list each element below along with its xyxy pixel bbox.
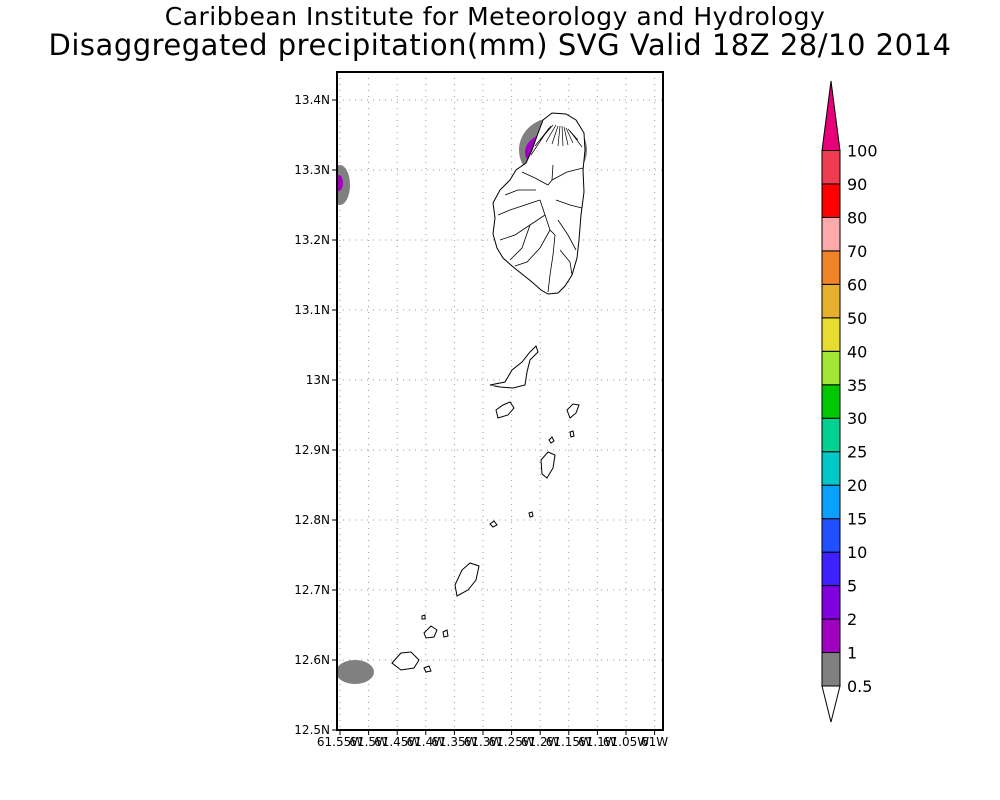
lat-tick-label: 12.5N xyxy=(294,723,330,737)
lat-tick-label: 12.9N xyxy=(294,443,330,457)
longitude-axis: 61.55W61.5W61.45W61.4W61.35W61.3W61.25W6… xyxy=(317,730,668,749)
st-vincent-north-contours xyxy=(530,124,583,156)
map-area xyxy=(337,112,587,684)
lat-tick-label: 12.6N xyxy=(294,653,330,667)
lat-tick-label: 13.4N xyxy=(294,93,330,107)
colorbar-label: 2 xyxy=(847,610,857,629)
colorbar-label: 60 xyxy=(847,275,867,294)
precip-gray-northwest xyxy=(337,165,350,205)
colorbar-segment xyxy=(821,652,841,687)
colorbar-segment xyxy=(821,250,841,285)
lon-tick-label: 61.3W xyxy=(464,735,503,749)
colorbar-segment xyxy=(821,317,841,352)
colorbar-segment xyxy=(821,551,841,587)
colorbar-label: 90 xyxy=(847,175,867,194)
colorbar-segment xyxy=(821,149,841,185)
colorbar-label: 0.5 xyxy=(847,677,872,696)
lon-tick-label: 61.2W xyxy=(521,735,560,749)
colorbar-segment xyxy=(821,618,841,654)
precip-purple-northwest xyxy=(337,175,343,191)
colorbar-under-triangle xyxy=(821,685,841,723)
lat-tick-label: 13N xyxy=(306,373,330,387)
colorbar-segment xyxy=(821,283,841,319)
lat-tick-label: 12.8N xyxy=(294,513,330,527)
colorbar-segment xyxy=(821,183,841,218)
colorbar-label: 40 xyxy=(847,342,867,361)
map-frame xyxy=(336,71,664,731)
lon-tick-label: 61.5W xyxy=(349,735,388,749)
colorbar-segment xyxy=(821,585,841,620)
lon-tick-label: 61.1W xyxy=(578,735,617,749)
colorbar-segment xyxy=(821,384,841,419)
colorbar-label: 70 xyxy=(847,242,867,261)
colorbar-segment xyxy=(821,216,841,252)
colorbar-label: 50 xyxy=(847,309,867,328)
colorbar-label: 80 xyxy=(847,208,867,227)
colorbar-label: 30 xyxy=(847,409,867,428)
st-vincent-rivers xyxy=(497,164,584,293)
colorbar-over-triangle xyxy=(821,80,841,151)
lon-tick-label: 61.4W xyxy=(407,735,446,749)
map-gridlines xyxy=(337,72,663,730)
colorbar-segment xyxy=(821,350,841,386)
lat-tick-label: 13.1N xyxy=(294,303,330,317)
colorbar-label: 15 xyxy=(847,510,867,529)
colorbar-label: 100 xyxy=(847,141,878,160)
colorbar-label: 25 xyxy=(847,443,867,462)
lon-tick-label: 61.55W xyxy=(317,735,363,749)
lon-tick-label: 61.45W xyxy=(374,735,420,749)
colorbar-label: 35 xyxy=(847,376,867,395)
colorbar-segment xyxy=(821,518,841,553)
page-subtitle: Disaggregated precipitation(mm) SVG Vali… xyxy=(48,28,952,62)
colorbar-label: 10 xyxy=(847,543,867,562)
colorbar-segment xyxy=(821,417,841,453)
lat-tick-label: 12.7N xyxy=(294,583,330,597)
lon-tick-label: 61W xyxy=(641,735,668,749)
lat-tick-label: 13.2N xyxy=(294,233,330,247)
colorbar-label: 1 xyxy=(847,644,857,663)
grenadines-islands xyxy=(391,345,580,673)
colorbar-segment xyxy=(821,451,841,486)
precip-gray-southwest xyxy=(337,660,374,684)
lon-tick-label: 61.25W xyxy=(488,735,534,749)
st-vincent-island xyxy=(492,112,586,295)
lat-tick-label: 13.3N xyxy=(294,163,330,177)
lon-tick-label: 61.15W xyxy=(546,735,592,749)
latitude-axis: 13.4N 13.3N 13.2N 13.1N 13N 12.9N 12.8N 12.7N 12… xyxy=(294,93,337,737)
colorbar-label: 20 xyxy=(847,476,867,495)
colorbar-segment xyxy=(821,484,841,520)
colorbar-label: 5 xyxy=(847,577,857,596)
lon-tick-label: 61.05W xyxy=(603,735,649,749)
lon-tick-label: 61.35W xyxy=(431,735,477,749)
page-title: Caribbean Institute for Meteorology and … xyxy=(164,2,826,31)
